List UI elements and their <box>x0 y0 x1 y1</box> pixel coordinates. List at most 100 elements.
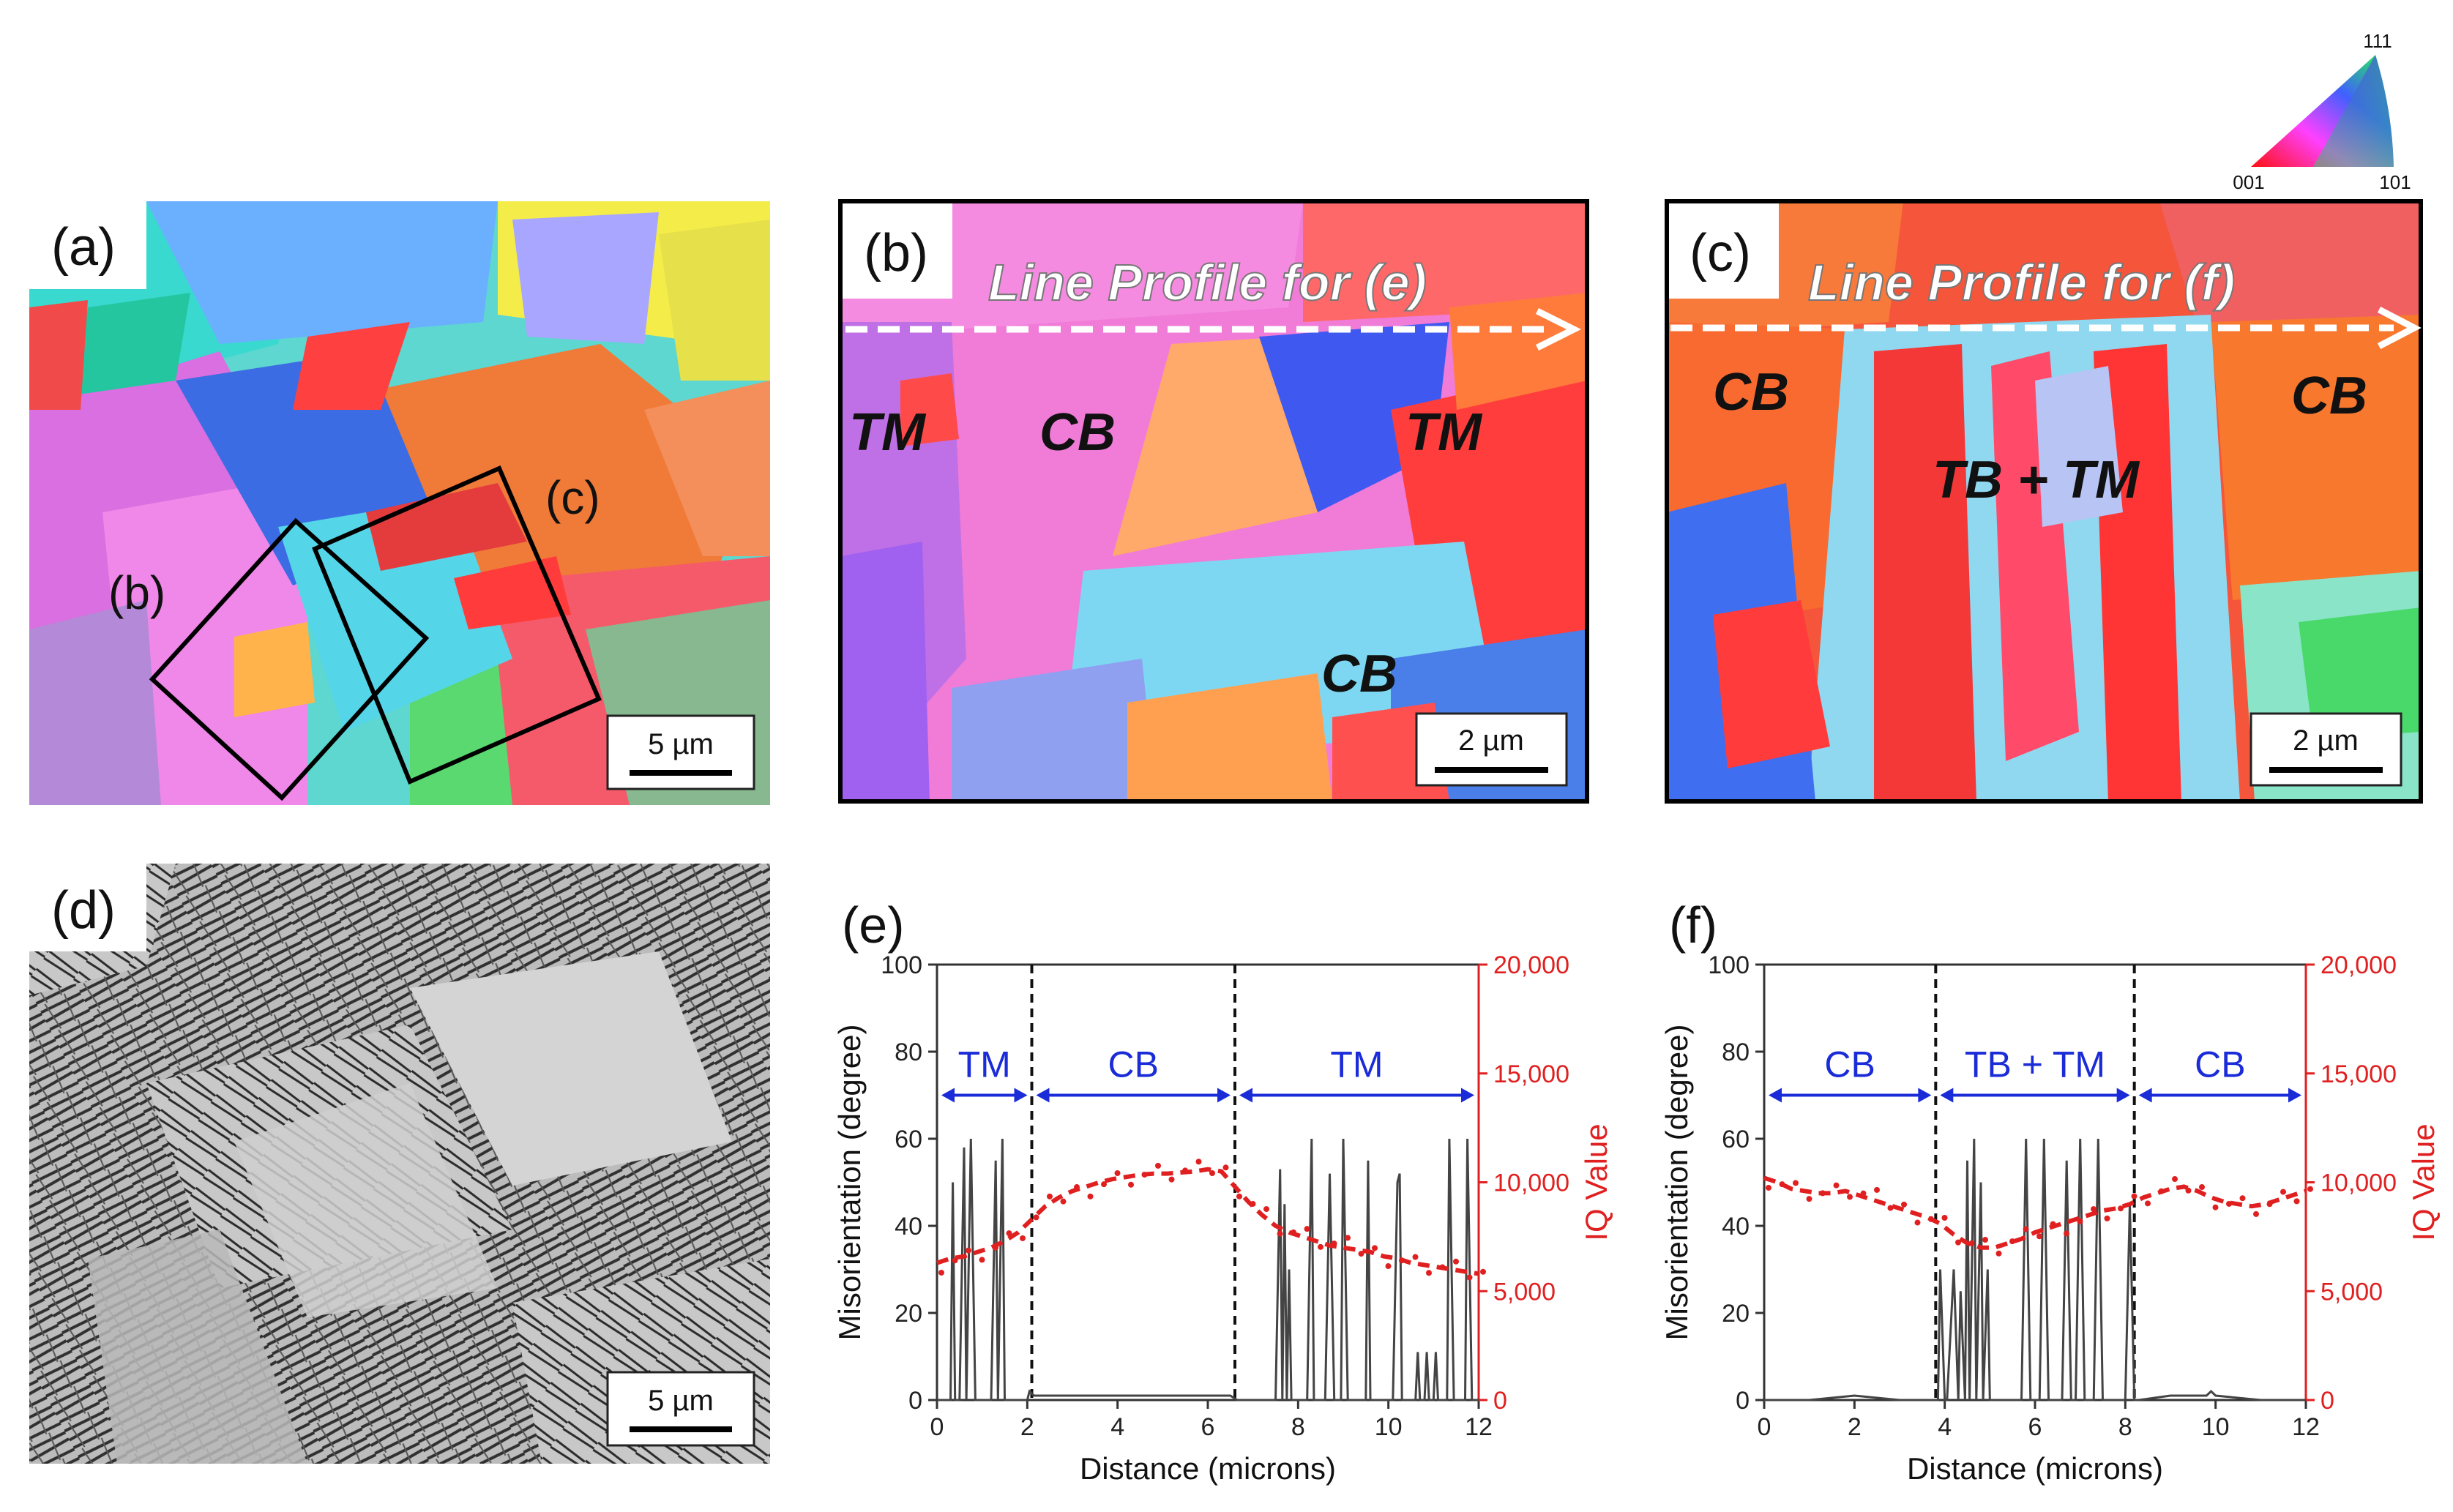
x-axis-label: Distance (microns) <box>1080 1451 1336 1486</box>
scale-d-label: 5 µm <box>648 1385 714 1417</box>
iq-point <box>2077 1218 2083 1224</box>
iq-point <box>1074 1184 1080 1191</box>
scale-box-d <box>606 1371 755 1447</box>
iq-point <box>1020 1235 1026 1241</box>
ebsd-map-b <box>840 201 1587 801</box>
y-tick-label: 100 <box>881 951 922 979</box>
iq-point <box>1222 1164 1229 1171</box>
y2-tick-label: 5,000 <box>1493 1278 1556 1306</box>
iq-point <box>1182 1167 1188 1174</box>
iq-point <box>938 1269 944 1276</box>
panel-d: (d) 5 µm <box>29 864 770 1464</box>
iq-point <box>966 1247 971 1254</box>
label-bg <box>1669 203 1779 299</box>
arrow-left-icon <box>1036 1088 1050 1103</box>
iq-point <box>1060 1198 1067 1205</box>
region-label: CB <box>1824 1044 1875 1085</box>
iq-point <box>1439 1264 1446 1270</box>
iq-point <box>2050 1221 2056 1227</box>
iq-point <box>1901 1201 1907 1208</box>
y-tick-label: 100 <box>1708 951 1750 979</box>
x-tick-label: 2 <box>1020 1413 1034 1441</box>
label-tm-left: TM <box>849 403 927 462</box>
iq-point <box>1874 1186 1880 1193</box>
arrow-head-icon <box>1535 307 1582 351</box>
iq-point <box>2009 1238 2015 1245</box>
iq-point <box>1168 1176 1175 1183</box>
iq-point <box>2118 1205 2124 1212</box>
panel-a: (a) (b) (c) 5 µm <box>29 201 770 805</box>
label-bg <box>29 201 146 289</box>
y-tick-label: 40 <box>1722 1213 1750 1240</box>
region-label: CB <box>2195 1044 2245 1085</box>
arrow-left-icon <box>1769 1088 1782 1103</box>
y2-tick-label: 5,000 <box>2321 1278 2383 1306</box>
iq-point <box>1399 1257 1405 1264</box>
y2-tick-label: 10,000 <box>1493 1169 1569 1197</box>
label-cb-right: CB <box>2291 367 2367 425</box>
iq-point <box>952 1257 958 1264</box>
iq-point <box>1982 1237 1988 1243</box>
iq-point <box>1331 1240 1337 1247</box>
label-tb-tm: TB + TM <box>1933 451 2140 509</box>
arrow-left-icon <box>1239 1088 1252 1103</box>
y-tick-label: 40 <box>895 1213 922 1240</box>
label-cb-top: CB <box>1039 403 1116 462</box>
panel-a-tag: (a) <box>51 218 116 277</box>
y-axis-label: Misorientation (degree) <box>832 1025 867 1341</box>
misorientation-series <box>1764 1138 2306 1401</box>
ipf-111-label: 111 <box>2363 30 2392 52</box>
y-tick-label: 0 <box>1736 1387 1750 1415</box>
iq-point <box>1087 1193 1094 1200</box>
iq-point <box>2064 1230 2069 1237</box>
iq-point <box>1806 1196 1812 1202</box>
iq-point <box>1277 1230 1283 1237</box>
iq-point <box>1928 1216 1934 1222</box>
ipf-101-label: 101 <box>2379 171 2411 193</box>
arrow-right-icon <box>1918 1088 1932 1103</box>
label-bg <box>29 864 146 951</box>
iq-point <box>2212 1204 2219 1210</box>
iq-point <box>2226 1200 2232 1207</box>
iq-point <box>1466 1274 1473 1281</box>
iq-point <box>2172 1176 2178 1183</box>
plot-frame <box>1763 963 2307 1401</box>
iq-point <box>1047 1193 1053 1200</box>
x-tick-label: 6 <box>1201 1413 1215 1441</box>
label-bg <box>843 203 952 299</box>
x-tick-label: 12 <box>1465 1413 1493 1441</box>
x-tick-label: 12 <box>2292 1413 2320 1441</box>
y2-tick-label: 15,000 <box>2321 1060 2397 1088</box>
arrow-right-icon <box>1461 1088 1474 1103</box>
y-axis-label: Misorientation (degree) <box>1659 1025 1694 1341</box>
iq-point <box>1304 1226 1310 1232</box>
iq-point <box>1263 1206 1269 1213</box>
iq-point <box>1412 1254 1419 1260</box>
region-label: TM <box>1330 1044 1383 1085</box>
chart-f: (f)0 2 4 6 8 10 1202040608010005,00010,00015,0… <box>1659 897 2441 1486</box>
iq-point <box>1914 1219 1921 1226</box>
x-axis-label: Distance (microns) <box>1907 1451 2163 1486</box>
iq-point <box>1209 1170 1215 1177</box>
iq-point <box>2266 1201 2273 1208</box>
iq-point <box>1820 1190 1826 1197</box>
sem-image-d <box>29 864 770 1464</box>
y2-axis-label: IQ Value <box>1579 1123 1613 1240</box>
iq-point <box>2199 1184 2205 1191</box>
iq-point <box>1128 1181 1134 1188</box>
iq-point <box>1006 1230 1012 1237</box>
iq-point <box>2023 1226 2029 1232</box>
iq-series <box>936 1167 1479 1276</box>
ebsd-map-a <box>29 201 770 805</box>
line-profile-f-label: Line Profile for (f) <box>1808 254 2235 311</box>
arrow-left-icon <box>941 1088 955 1103</box>
iq-point <box>1155 1162 1161 1169</box>
region-label: TB + TM <box>1965 1044 2105 1085</box>
region-label: CB <box>1108 1044 1159 1085</box>
scale-a-label: 5 µm <box>648 728 714 760</box>
ebsd-map-c <box>1667 201 2421 801</box>
iq-point <box>1236 1193 1242 1200</box>
iq-point <box>2253 1210 2259 1217</box>
arrow-left-icon <box>2138 1088 2152 1103</box>
